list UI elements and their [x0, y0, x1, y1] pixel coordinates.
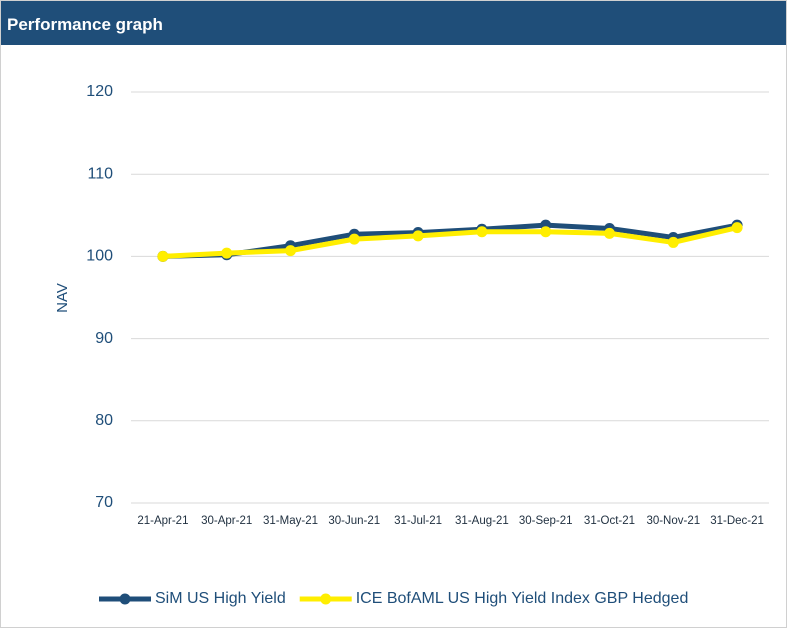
legend-label: ICE BofAML US High Yield Index GBP Hedge…: [356, 590, 689, 607]
y-tick-label: 100: [86, 248, 113, 265]
point: [540, 226, 552, 238]
x-tick-label: 30-Nov-21: [646, 515, 700, 527]
point: [157, 250, 169, 262]
point: [667, 236, 679, 248]
series-line: [162, 225, 738, 259]
x-tick-label: 31-Aug-21: [455, 515, 509, 527]
point: [412, 230, 424, 242]
x-tick-label: 30-Apr-21: [201, 515, 252, 527]
x-tick-label: 21-Apr-21: [137, 515, 188, 527]
y-tick-label: 120: [86, 83, 113, 100]
point: [476, 226, 488, 238]
legend-marker: [320, 593, 332, 605]
legend-marker: [119, 593, 131, 605]
y-tick-label: 110: [87, 165, 113, 182]
x-tick-label: 31-Dec-21: [710, 515, 764, 527]
chart: 70 80 90 100 110 120 NAV 21-Apr-21 30-Apr-21 31-M…: [54, 83, 769, 607]
x-tick-label: 31-Oct-21: [584, 515, 635, 527]
point: [285, 245, 296, 257]
y-tick-label: 80: [95, 412, 113, 429]
point: [348, 233, 360, 245]
point: [221, 247, 233, 259]
y-tick-label: 70: [95, 494, 113, 511]
header-title: Performance graph: [1, 1, 786, 45]
x-tick-label: 30-Sep-21: [519, 515, 573, 527]
y-tick-label: 90: [95, 330, 113, 347]
x-tick-label: 31-May-21: [263, 515, 318, 527]
point: [731, 222, 743, 234]
x-tick-label: 31-Jul-21: [394, 515, 442, 527]
point: [604, 227, 615, 239]
legend-label: SiM US High Yield: [155, 590, 286, 607]
y-axis-label: NAV: [54, 283, 71, 313]
x-tick-label: 30-Jun-21: [328, 515, 380, 527]
